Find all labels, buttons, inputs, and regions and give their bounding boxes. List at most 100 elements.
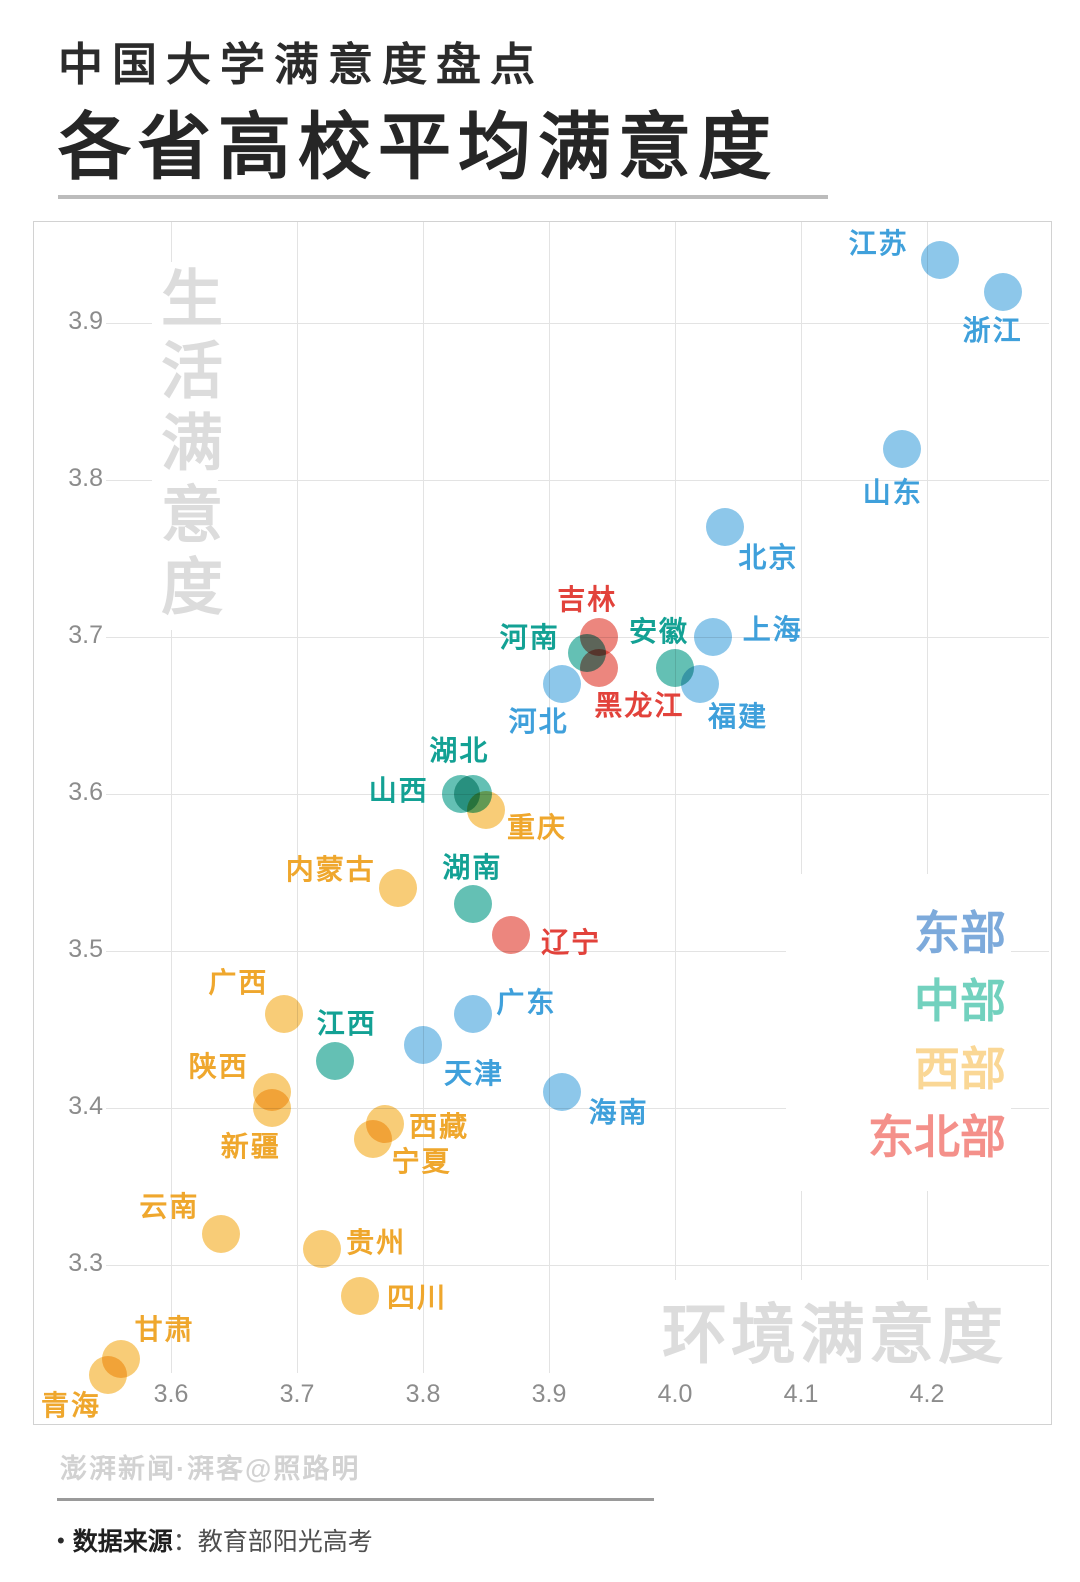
y-axis-watermark-label: 生活满意度 [151,262,220,630]
title-underline [58,195,828,199]
y-gridline [106,1264,1049,1266]
page-title: 各省高校平均满意度 [58,107,778,188]
x-tick-label: 4.1 [783,1380,819,1408]
data-point-label-山西: 山西 [368,775,429,806]
source-value: 教育部阳光高考 [197,1528,373,1556]
data-point-label-安徽: 安徽 [628,616,690,648]
data-point-label-河北: 河北 [508,706,569,738]
x-tick-label: 3.6 [153,1380,189,1408]
data-point-label-福建: 福建 [708,701,769,733]
data-point-bubble-湖南 [454,884,493,923]
data-point-bubble-山东 [882,429,921,468]
source-label: 数据来源 [72,1528,173,1556]
y-tick-label: 3.7 [68,621,103,649]
y-gridline [106,322,1049,324]
plot-area: 生活满意度 环境满意度 东部 中部 西部 东北部 3.6 3.7 3.8 3.9 4.0… [33,221,1052,1425]
legend-item-central: 中部 [914,975,1006,1027]
data-point-label-广西: 广西 [208,966,269,998]
y-tick-label: 3.5 [68,935,103,963]
footer-divider [57,1498,654,1501]
legend-item-east: 东部 [914,907,1006,959]
data-point-bubble-天津 [404,1026,442,1065]
data-point-label-江西: 江西 [316,1007,377,1039]
data-point-bubble-上海 [693,618,732,656]
x-gridline [800,222,802,1373]
data-point-bubble-青海 [89,1355,127,1394]
x-gridline [548,222,550,1373]
data-point-label-宁夏: 宁夏 [391,1146,452,1178]
data-point-bubble-宁夏 [353,1120,392,1159]
x-gridline [674,222,676,1373]
x-tick-label: 3.8 [405,1380,441,1408]
y-tick-label: 3.9 [68,307,103,335]
data-point-label-甘肃: 甘肃 [134,1314,195,1346]
y-gridline [106,950,1049,952]
x-gridline [422,222,424,1373]
y-tick-label: 3.8 [68,464,103,492]
x-tick-label: 4.2 [909,1380,945,1408]
data-point-bubble-北京 [706,508,745,547]
data-point-label-北京: 北京 [738,542,799,574]
data-point-label-海南: 海南 [588,1097,649,1129]
data-point-label-新疆: 新疆 [220,1131,281,1162]
data-point-bubble-辽宁 [492,916,531,955]
y-gridline [106,1107,1049,1109]
y-gridline [106,793,1049,795]
legend: 东部 中部 西部 东北部 [786,874,1011,1191]
data-point-label-黑龙江: 黑龙江 [594,690,685,722]
data-point-bubble-浙江 [983,272,1022,311]
data-point-label-吉林: 吉林 [557,584,618,615]
data-point-label-辽宁: 辽宁 [541,927,602,959]
legend-item-west: 西部 [914,1043,1006,1095]
y-tick-label: 3.3 [68,1249,103,1277]
data-point-bubble-河北 [542,665,581,704]
data-point-label-西藏: 西藏 [409,1110,470,1142]
credit-watermark: 澎湃新闻·湃客@照路明 [60,1454,361,1484]
data-point-bubble-江苏 [920,241,959,280]
legend-item-northeast: 东北部 [868,1111,1006,1163]
x-gridline [170,222,172,1373]
data-point-label-湖北: 湖北 [429,735,490,766]
y-tick-label: 3.4 [68,1092,103,1120]
data-point-bubble-江西 [315,1041,354,1080]
data-point-bubble-新疆 [252,1089,291,1127]
x-gridline [926,222,928,1373]
data-point-bubble-广东 [454,994,493,1033]
data-point-label-陕西: 陕西 [188,1051,249,1083]
data-source-line: • 数据来源：教育部阳光高考 [57,1522,373,1558]
x-tick-label: 3.7 [279,1380,315,1408]
data-point-bubble-内蒙古 [378,869,417,908]
x-tick-label: 4.0 [657,1380,693,1408]
source-bullet-icon: • [57,1528,65,1553]
y-gridline [106,479,1049,481]
data-point-label-河南: 河南 [499,621,560,653]
data-point-bubble-贵州 [303,1230,342,1269]
data-point-label-湖南: 湖南 [442,851,503,883]
data-point-bubble-海南 [542,1073,581,1112]
data-point-label-浙江: 浙江 [962,314,1023,346]
data-point-bubble-安徽 [656,649,694,688]
data-point-bubble-黑龙江 [580,649,619,688]
x-axis-watermark-label: 环境满意度 [656,1280,1014,1382]
source-separator: ： [172,1528,198,1556]
x-gridline [296,222,298,1373]
data-point-label-山东: 山东 [862,476,923,508]
data-point-label-江苏: 江苏 [848,228,909,260]
x-tick-label: 3.9 [531,1380,567,1408]
data-point-bubble-重庆 [467,790,505,829]
kicker-title: 中国大学满意度盘点 [58,40,545,90]
data-point-label-广东: 广东 [496,986,557,1018]
data-point-bubble-云南 [202,1214,241,1253]
data-point-label-上海: 上海 [742,614,803,645]
data-point-label-四川: 四川 [386,1282,448,1314]
data-point-label-天津: 天津 [443,1058,505,1090]
data-point-label-云南: 云南 [139,1190,200,1222]
data-point-label-重庆: 重庆 [506,811,568,843]
y-tick-label: 3.6 [68,778,103,806]
data-point-label-内蒙古: 内蒙古 [285,854,376,886]
data-point-bubble-四川 [341,1277,379,1316]
data-point-label-青海: 青海 [40,1389,102,1421]
data-point-label-贵州: 贵州 [346,1227,407,1259]
data-point-bubble-广西 [265,994,304,1033]
